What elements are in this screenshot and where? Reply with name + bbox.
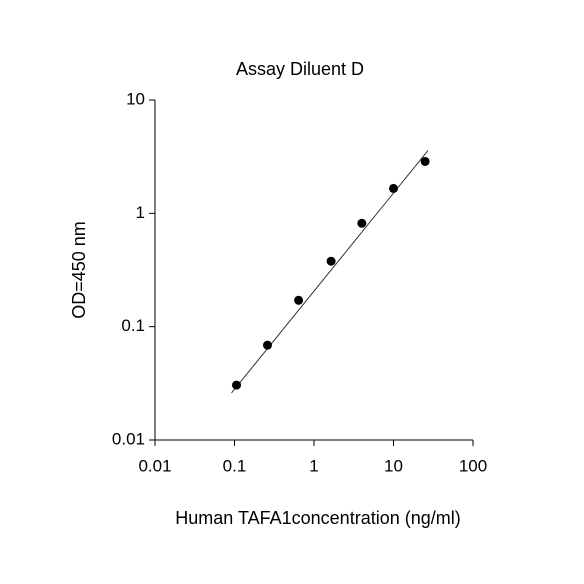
x-tick-label: 100 [459, 456, 487, 475]
data-point [326, 256, 336, 266]
chart-title: Assay Diluent D [236, 59, 364, 79]
data-point [389, 183, 398, 193]
y-tick-label: 0.01 [112, 429, 145, 448]
y-tick-label: 0.1 [121, 316, 145, 335]
x-tick-label: 1 [309, 456, 318, 475]
x-tick-label: 10 [384, 456, 403, 475]
data-point [294, 295, 304, 305]
data-point [420, 156, 430, 166]
x-tick-label: 0.01 [138, 456, 171, 475]
y-axis-label: OD=450 nm [69, 221, 89, 319]
x-tick-label: 0.1 [223, 456, 247, 475]
y-tick-label: 10 [126, 89, 145, 108]
data-point [357, 218, 367, 228]
x-axis-label: Human TAFA1concentration (ng/ml) [175, 508, 460, 528]
data-point [232, 380, 242, 390]
data-point [262, 340, 272, 350]
y-tick-label: 1 [136, 203, 145, 222]
